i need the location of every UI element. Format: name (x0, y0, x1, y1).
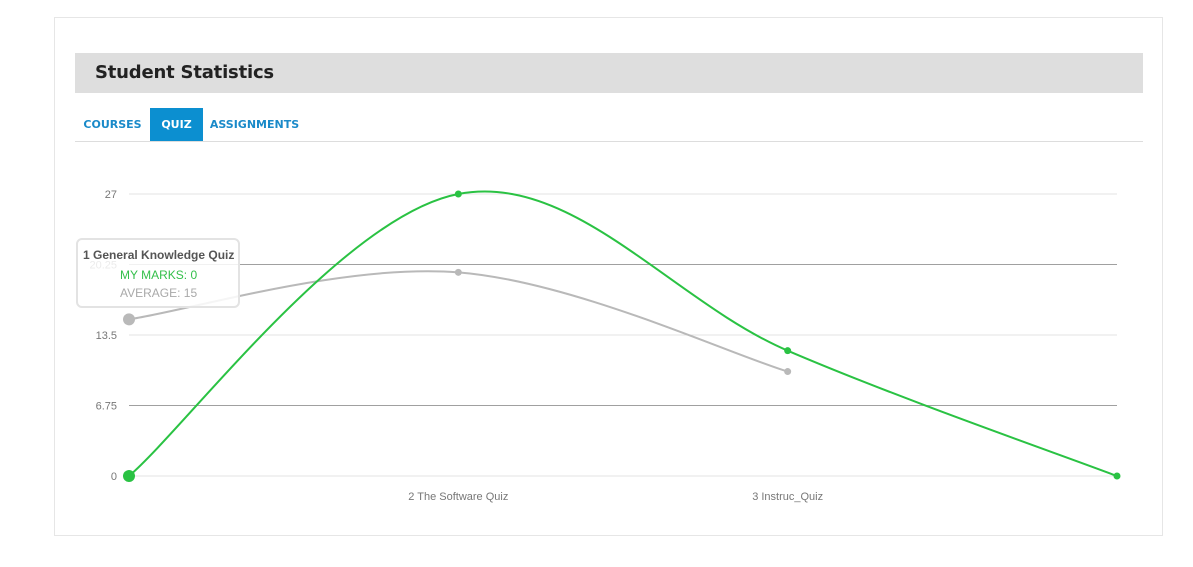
x-tick-label: 2 The Software Quiz (408, 491, 508, 503)
tooltip-average: AVERAGE: 15 (120, 286, 198, 300)
average-point (123, 313, 135, 326)
chart-tooltip: 1 General Knowledge Quiz MY MARKS: 0 AVE… (76, 238, 240, 308)
tooltip-title: 1 General Knowledge Quiz (83, 248, 235, 262)
tooltip-my-marks: MY MARKS: 0 (120, 268, 198, 282)
tab-quiz[interactable]: QUIZ (150, 108, 203, 141)
y-tick-label: 27 (105, 189, 117, 201)
average-point (784, 368, 792, 376)
x-tick-label: 3 Instruc_Quiz (752, 491, 823, 503)
y-tick-label: 0 (111, 471, 117, 483)
average-point (454, 268, 462, 276)
tab-bar: COURSES QUIZ ASSIGNMENTS (75, 108, 1143, 142)
tab-assignments[interactable]: ASSIGNMENTS (209, 118, 300, 131)
my-marks-point (1113, 472, 1121, 480)
y-tick-label: 6.75 (96, 401, 117, 413)
my-marks-line (128, 190, 1118, 477)
y-tick-label: 13.5 (96, 330, 117, 342)
my-marks-point (454, 190, 462, 198)
my-marks-point (784, 347, 792, 355)
panel-header: Student Statistics (75, 53, 1143, 93)
panel-title: Student Statistics (95, 62, 274, 83)
my-marks-point (123, 470, 135, 482)
tab-courses[interactable]: COURSES (83, 118, 142, 131)
